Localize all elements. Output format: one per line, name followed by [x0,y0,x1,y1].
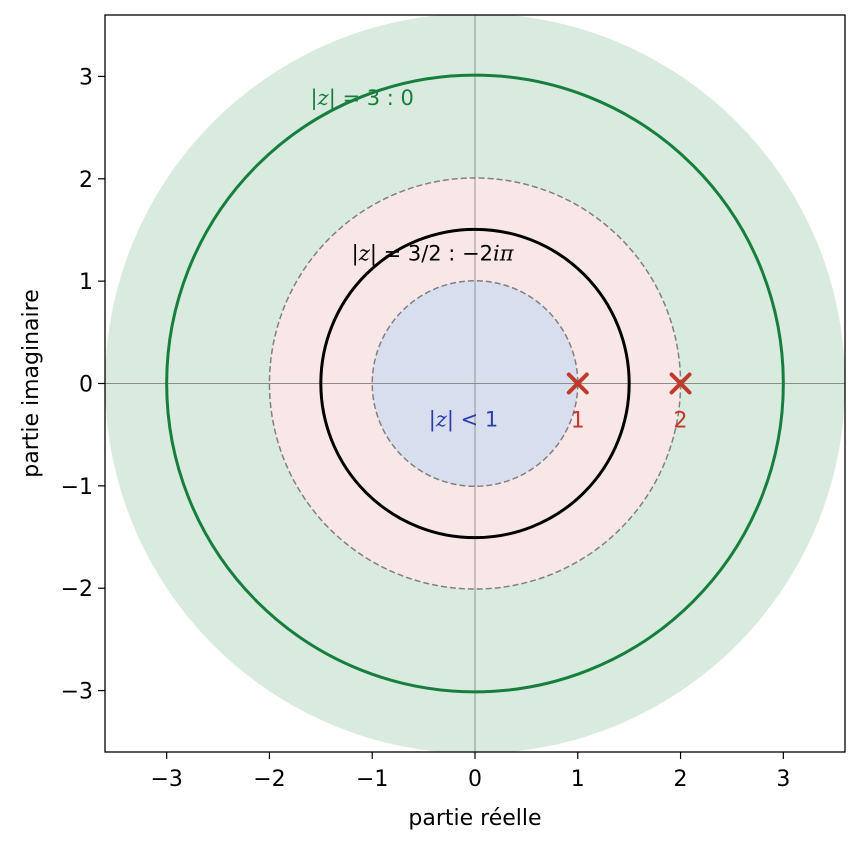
pole-label-0: 1 [571,409,585,434]
y-tick-label: 0 [79,373,93,398]
y-tick-label: −1 [61,475,93,500]
annotations: 1 2|z| = 3/2 : −2iπ|z| = 3 : 0|z| < 1 [311,86,688,433]
x-tick-label: −2 [253,767,285,792]
x-axis-label: partie réelle [408,806,541,831]
region-label-part: | [429,407,436,432]
pole-stroke [566,372,589,395]
x-tick-label: 2 [674,767,688,792]
region-label-part: z [435,407,448,431]
plot-area [105,15,845,752]
pole-label-1: 2 [674,409,688,434]
contour-label-1-part: | [311,86,318,111]
contour-circle-1 [165,73,785,694]
pole-marker-1 [669,372,692,395]
contour-label-1-part: z [317,86,330,110]
contour-label-1: |z| = 3 : 0 [311,86,414,111]
y-tick-label: 1 [79,270,93,295]
x-tick-label: −3 [150,767,182,792]
y-tick-label: −2 [61,577,93,602]
x-tick-label: 0 [468,767,482,792]
x-tick-label: 3 [776,767,790,792]
y-tick-label: 2 [79,168,93,193]
x-tick-label: 1 [571,767,585,792]
y-tick-label: 3 [79,65,93,90]
region-label-part: | < 1 [447,407,498,432]
axis-ticks: −3 −2 −1 0 1 2 3 −3 −2 −1 0 1 2 3 [61,65,791,792]
contour-label-0-part: z [358,242,371,266]
contour-label-0-part: | = 3/2 : −2 [370,242,493,267]
contour-label-0-part: iπ [493,242,515,266]
region-label: |z| < 1 [429,407,499,432]
contour-label-1-part: | = 3 : 0 [329,86,414,111]
contour-label-0: |z| = 3/2 : −2iπ [352,242,515,267]
contour-label-0-part: | [352,242,359,267]
contour-circle-0 [319,227,631,540]
y-tick-label: −3 [61,680,93,705]
y-axis-label: partie imaginaire [19,289,44,478]
pole-marker-0 [566,372,589,395]
pole-stroke [669,372,692,395]
x-tick-label: −1 [356,767,388,792]
